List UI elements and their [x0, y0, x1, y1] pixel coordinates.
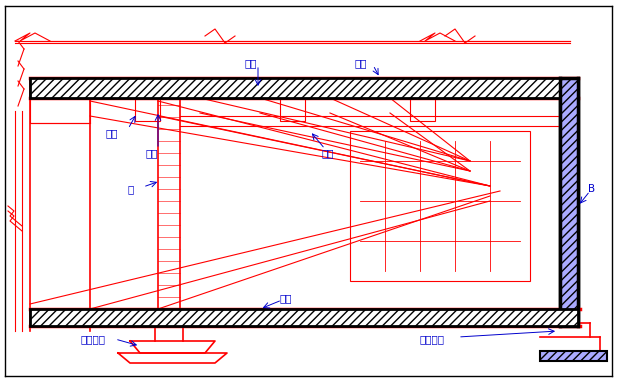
Polygon shape: [560, 78, 578, 326]
Polygon shape: [540, 351, 607, 361]
Polygon shape: [30, 309, 578, 326]
Text: 次梁: 次梁: [105, 128, 117, 138]
Text: 独立基础: 独立基础: [80, 334, 105, 344]
Text: B: B: [588, 184, 595, 194]
Text: 条形基础: 条形基础: [420, 334, 445, 344]
Text: 地面: 地面: [280, 293, 292, 303]
Text: 柱: 柱: [128, 184, 135, 194]
Polygon shape: [30, 78, 578, 98]
Text: 楼板: 楼板: [355, 58, 368, 68]
Text: 次梁: 次梁: [322, 148, 334, 158]
Text: 主梁: 主梁: [145, 148, 157, 158]
Text: 主梁: 主梁: [245, 58, 257, 68]
